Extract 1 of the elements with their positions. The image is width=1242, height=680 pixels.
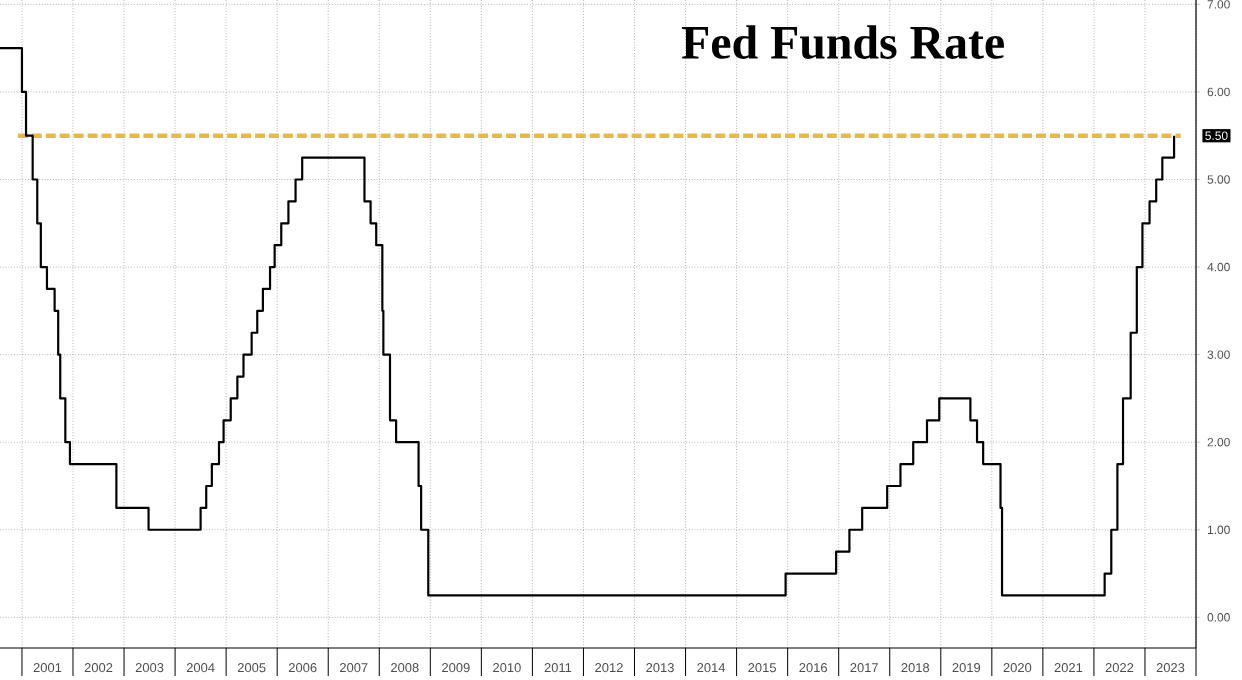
chart-title: Fed Funds Rate [681,25,1004,60]
